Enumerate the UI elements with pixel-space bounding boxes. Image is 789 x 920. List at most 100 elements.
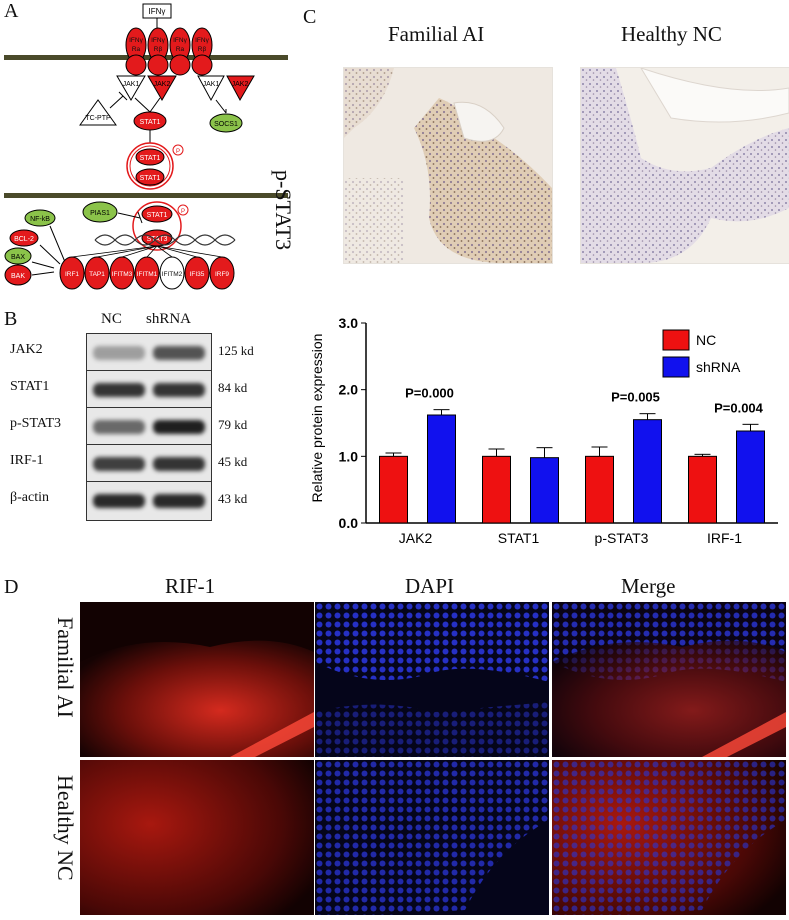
receptor-label: IFNγ xyxy=(129,37,143,44)
fluor-row-healthy: Healthy NC xyxy=(53,775,78,881)
blot-kd-label: 45 kd xyxy=(218,454,248,469)
chart-bar xyxy=(688,455,717,524)
blot-kd-label: 43 kd xyxy=(218,491,248,506)
receptor-label: Rβ xyxy=(198,46,207,53)
stat1-label: STAT1 xyxy=(140,119,161,126)
ifng-receptor-base xyxy=(147,54,169,76)
bax-label: BAX xyxy=(11,254,25,261)
stat1-dimer-label: STAT1 xyxy=(140,175,161,182)
jak-label: JAK1 xyxy=(203,81,220,88)
receptor-label: Rβ xyxy=(154,46,163,53)
ifng-receptor-base xyxy=(169,54,191,76)
nuclear-membrane xyxy=(4,193,288,198)
blot-band-strip xyxy=(86,333,212,373)
blot-row-label: JAK2 xyxy=(10,342,43,357)
phospho-label: P xyxy=(181,209,185,215)
target-gene-label: IRF1 xyxy=(65,271,79,278)
fluor-rif1-healthy xyxy=(80,760,314,915)
ihc-image-familial xyxy=(343,67,553,264)
panel-b-letter: B xyxy=(4,308,18,330)
protein-expression-chart: Relative protein expression 0.0 1.0 2.0 3.0… xyxy=(309,315,778,546)
blot-col-nc: NC xyxy=(101,311,122,327)
ihc-row-label: p-STAT3 xyxy=(271,170,296,251)
chart-y-tick-label: 0.0 xyxy=(339,515,359,531)
jak-label: JAK2 xyxy=(232,81,249,88)
target-gene-label: TAP1 xyxy=(89,271,105,278)
ifng-receptor-base xyxy=(191,54,213,76)
blot-kd-label: 79 kd xyxy=(218,417,248,432)
chart-x-tick-label: p-STAT3 xyxy=(595,530,649,546)
target-gene-label: IFI35 xyxy=(190,271,205,278)
blot-col-shrna: shRNA xyxy=(146,311,192,327)
ihc-col-healthy: Healthy NC xyxy=(621,22,722,46)
receptor-label: IFNγ xyxy=(195,37,209,44)
blot-kd-label: 125 kd xyxy=(218,343,254,358)
blot-band-strip xyxy=(86,370,212,410)
fluor-merge-healthy xyxy=(552,760,786,915)
pathway-arrow xyxy=(121,245,158,258)
receptor-label: Ra xyxy=(176,46,185,53)
tc-ptp-label: TC-PTP xyxy=(85,115,111,122)
panel-c-letter: C xyxy=(303,6,317,28)
phospho-label: P xyxy=(176,149,180,155)
fluor-col-merge: Merge xyxy=(621,574,676,598)
chart-bar xyxy=(530,457,559,524)
bak-label: BAK xyxy=(11,273,25,280)
chart-p-value: P=0.000 xyxy=(405,386,454,401)
target-gene-label: IFITM2 xyxy=(162,271,183,278)
ifng-receptor-base xyxy=(125,54,147,76)
bcl2-label: BCL-2 xyxy=(14,236,34,243)
blot-band-strip xyxy=(86,407,212,447)
target-gene-label: IFITM3 xyxy=(112,271,133,278)
jak-label: JAK1 xyxy=(123,81,140,88)
blot-row-label: IRF-1 xyxy=(10,453,44,468)
nfkb-label: NF-kB xyxy=(30,216,50,223)
fluor-rif1-familial xyxy=(80,602,314,757)
fluor-row-familial: Familial AI xyxy=(53,617,78,718)
receptor-label: Ra xyxy=(132,46,141,53)
chart-bar xyxy=(482,455,511,524)
blot-row-label: STAT1 xyxy=(10,379,50,394)
blot-row-label: β-actin xyxy=(10,490,49,505)
chart-x-tick-label: IRF-1 xyxy=(707,530,742,546)
chart-y-tick-label: 2.0 xyxy=(339,382,359,398)
pathway-arrow xyxy=(156,245,198,258)
chart-p-value: P=0.004 xyxy=(714,400,764,415)
target-gene-label: IFITM1 xyxy=(137,271,158,278)
fluor-merge-familial xyxy=(552,602,786,757)
chart-y-tick-label: 3.0 xyxy=(339,315,359,331)
chart-x-tick-label: JAK2 xyxy=(399,530,433,546)
stat1-nuclear-label: STAT1 xyxy=(147,212,168,219)
blot-kd-label: 84 kd xyxy=(218,380,248,395)
ifng-ligand-label: IFNγ xyxy=(149,7,166,16)
stat3-label: STAT3 xyxy=(147,236,168,243)
pathway-arrow xyxy=(96,245,158,258)
receptor-label: IFNγ xyxy=(151,37,165,44)
blot-band-strip xyxy=(86,444,212,484)
chart-x-tick-label: STAT1 xyxy=(498,530,540,546)
chart-bar xyxy=(736,430,765,524)
receptor-label: IFNγ xyxy=(173,37,187,44)
ihc-image-healthy xyxy=(580,67,789,264)
socs1-label: SOCS1 xyxy=(214,121,238,128)
chart-legend-swatch xyxy=(662,356,690,378)
chart-legend-swatch xyxy=(662,329,690,351)
stat1-dimer-label: STAT1 xyxy=(140,155,161,162)
panel-a-letter: A xyxy=(4,0,19,22)
chart-bar xyxy=(379,455,408,524)
blot-row-label: p-STAT3 xyxy=(10,416,61,431)
ihc-col-familial: Familial AI xyxy=(388,22,485,46)
chart-bar xyxy=(585,455,614,524)
pathway-arrow xyxy=(156,245,223,258)
panel-d-letter: D xyxy=(4,576,19,598)
chart-p-value: P=0.005 xyxy=(611,390,660,405)
target-gene-label: IRF9 xyxy=(215,271,229,278)
chart-legend-label: NC xyxy=(696,332,716,348)
chart-y-axis-label: Relative protein expression xyxy=(309,334,325,503)
fluor-dapi-familial xyxy=(315,602,549,757)
blot-band-strip xyxy=(86,481,212,521)
chart-y-tick-label: 1.0 xyxy=(339,448,359,464)
fluor-col-rif1: RIF-1 xyxy=(165,574,216,598)
chart-bar xyxy=(633,419,662,524)
